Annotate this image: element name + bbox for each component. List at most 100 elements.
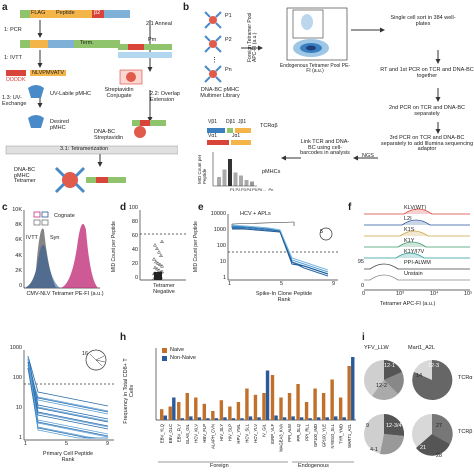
f-ytick-0: 95 <box>357 259 364 265</box>
e-ytick-0: 10000 <box>210 211 226 217</box>
g-xtick-1: 5 <box>65 441 69 447</box>
spike-in-curve <box>231 224 329 271</box>
d-ytick-1: 80 <box>131 219 138 225</box>
ridge-histogram <box>364 208 470 215</box>
e-xtick-0: 1 <box>228 281 232 287</box>
tetramer-negative-point <box>155 246 159 250</box>
panel-g-circle-label: 16 <box>82 351 89 357</box>
panel-d-letter: d <box>120 202 127 213</box>
flow-density <box>293 14 329 57</box>
pie-yfv-tcrb <box>364 413 405 455</box>
sort-label: Single cell sort in 384 well-plates <box>390 15 456 27</box>
panel-i-title-mart1: Mart1_A2L <box>408 345 435 351</box>
non-naive-bar <box>189 416 193 420</box>
naive-bar <box>338 397 343 420</box>
pmhc-bar <box>250 181 254 186</box>
panel-a-letter: a <box>2 2 8 13</box>
non-naive-bar <box>282 417 287 420</box>
naive-bar <box>160 409 164 420</box>
category-label: EBV_FLY <box>176 424 181 442</box>
e-ytick-3: 10 <box>219 259 226 265</box>
ridge-histogram <box>364 241 470 248</box>
pmhc-bar-label: P3 <box>241 187 246 192</box>
panel-g-plot <box>23 349 114 441</box>
d-ytick-2: 60 <box>131 233 138 239</box>
e-ytick-4: 1 <box>222 275 226 281</box>
c-ytick-0: 10K <box>12 207 22 213</box>
rt-label: RT and 1st PCR on TCR and DNA-BC togethe… <box>380 67 474 79</box>
pmhc-bar-label: Pn <box>268 187 274 192</box>
seg-vb1: Vβ1 <box>208 119 217 125</box>
naive-bar <box>313 388 317 420</box>
pie-mart1-tcrb <box>412 413 453 456</box>
f-ytick-1: 0 <box>360 283 364 289</box>
cognate-histogram <box>60 223 98 288</box>
naive-legend-swatch <box>162 348 167 353</box>
library-pn <box>204 65 222 83</box>
row-label-tcra: TCRα <box>458 375 473 381</box>
g-xtick-2: 9 <box>106 441 110 447</box>
primary-cell-curve <box>27 364 109 413</box>
panel-a-diagram <box>5 10 178 194</box>
d-ytick-0: 100 <box>128 205 138 211</box>
d-ytick-4: 20 <box>131 261 138 267</box>
category-label: HIV_SLY <box>219 424 224 441</box>
panel-h-ylabel: Frequency in Total CD8+ T Cells <box>123 358 135 424</box>
mid-label: MID Count per Peptide <box>197 154 207 184</box>
ridge-histogram <box>364 263 470 270</box>
category-label: HCV_SLL <box>245 423 250 442</box>
construct-b2-label: β2 <box>94 10 101 16</box>
f-xtick-3: 10⁵ <box>464 291 473 297</box>
g-xtick-0: 1 <box>24 441 28 447</box>
naive-bar <box>177 402 181 420</box>
spike-in-curve <box>232 228 329 275</box>
panel-b-letter: b <box>183 2 190 13</box>
category-label: EBV_YLQ <box>159 423 164 443</box>
naive-bar <box>236 402 241 420</box>
naive-bar <box>296 384 300 420</box>
panel-c-histogram <box>23 210 100 289</box>
panel-b-diagram: ⋮ <box>204 7 441 187</box>
panel-f-plot <box>364 208 470 291</box>
step-ivtt-label: 1: IVTT <box>4 55 23 61</box>
pie-label-28: 28 <box>436 453 443 459</box>
group-foreign-label: Foreign <box>210 463 229 469</box>
seg-va1: Vα1 <box>208 133 218 139</box>
construct-peptide-label: Peptide <box>56 10 75 16</box>
point-cluster <box>154 272 162 280</box>
panel-h-letter: h <box>120 332 127 343</box>
pmhc-bar <box>239 175 243 186</box>
naive-bar <box>168 406 172 420</box>
category-label: GLAS_GIL <box>185 423 190 444</box>
pmhc-bar-label: P5 <box>252 187 257 192</box>
pmhc-bar-label: P1 <box>230 187 235 192</box>
e-xtick-1: 5 <box>280 281 284 287</box>
category-label: HCV_YLV <box>253 424 258 443</box>
panel-d-ylabel: MID Count per Peptide <box>111 221 117 272</box>
pmhc-bar-label: P6 <box>257 187 263 192</box>
category-label: HIV_SLP <box>228 424 233 441</box>
primary-cell-curve <box>27 355 108 439</box>
non-naive-bar <box>197 417 202 420</box>
non-naive-legend: Non-Naive <box>170 355 196 361</box>
seg-ja1: Jα1 <box>232 133 241 139</box>
pie-label-9: 9 <box>366 423 370 429</box>
library-p2-label: P2 <box>225 37 232 43</box>
tcr-label: TCRαβ <box>260 123 278 129</box>
flow-yaxis-label: Foreign Tetramer Pool APC-FI (a.u.) <box>247 12 258 62</box>
non-naive-bar <box>214 418 219 420</box>
tetramer-label: DNA-BC pMHC Tetramer <box>14 167 36 184</box>
pmhc-bar-chart <box>217 159 254 186</box>
non-naive-bar <box>351 357 355 420</box>
panel-e-circle-label: 5 <box>320 229 324 235</box>
library-p1 <box>204 11 222 29</box>
naive-bar <box>202 403 207 420</box>
non-naive-bar <box>299 417 304 420</box>
f-xtick-2: 10⁴ <box>430 291 439 297</box>
panel-e-legend: HCV + APLs <box>240 211 271 217</box>
c-ytick-3: 4K <box>15 252 22 259</box>
library-pn-label: Pn <box>225 67 232 73</box>
primary-cell-curve <box>27 358 109 415</box>
ridge-label: KLV(WT) <box>404 205 427 211</box>
naive-bar <box>228 406 232 420</box>
